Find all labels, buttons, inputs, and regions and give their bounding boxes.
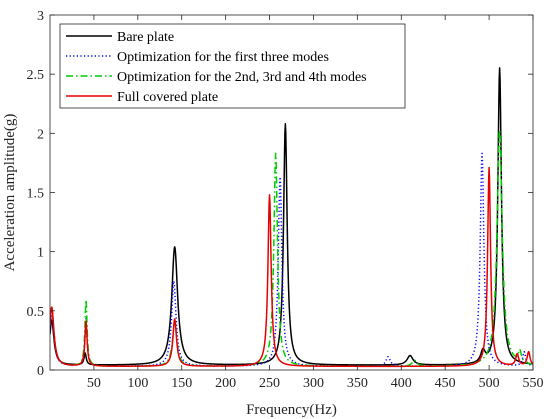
legend-entry: Bare plate bbox=[117, 30, 174, 45]
series-line-4 bbox=[50, 166, 533, 368]
x-tick-label: 200 bbox=[215, 376, 236, 391]
legend: Bare plate Optimization for the first thr… bbox=[59, 23, 406, 109]
x-tick-label: 550 bbox=[523, 376, 544, 391]
y-tick-label: 0.5 bbox=[27, 305, 45, 320]
x-tick-label: 300 bbox=[303, 376, 324, 391]
x-tick-label: 100 bbox=[127, 376, 148, 391]
series-lines bbox=[50, 67, 533, 368]
series-line-1 bbox=[50, 67, 533, 366]
x-tick-label: 150 bbox=[171, 376, 192, 391]
x-tick-label: 250 bbox=[259, 376, 280, 391]
legend-entry: Optimization for the 2nd, 3rd and 4th mo… bbox=[117, 70, 367, 85]
legend-entry: Full covered plate bbox=[117, 90, 218, 105]
x-tick-label: 400 bbox=[391, 376, 412, 391]
y-tick-label: 0 bbox=[37, 364, 44, 379]
axes: 50 100 150 200 250 300 350 400 450 500 550 0 0.5 1 1.5… bbox=[27, 9, 544, 391]
x-axis-label: Frequency(Hz) bbox=[246, 402, 337, 418]
legend-box bbox=[59, 23, 406, 109]
x-tick-label: 450 bbox=[435, 376, 456, 391]
y-tick-label: 1.5 bbox=[27, 187, 45, 202]
y-tick-label: 2.5 bbox=[27, 68, 45, 83]
y-tick-label: 2 bbox=[37, 127, 44, 142]
y-tick-label: 3 bbox=[37, 9, 44, 24]
y-tick-label: 1 bbox=[37, 246, 44, 261]
x-tick-label: 500 bbox=[479, 376, 500, 391]
legend-entry: Optimization for the first three modes bbox=[117, 50, 329, 65]
y-axis-label: Acceleration amplitude(g) bbox=[2, 114, 18, 272]
x-tick-label: 350 bbox=[347, 376, 368, 391]
x-tick-label: 50 bbox=[87, 376, 101, 391]
